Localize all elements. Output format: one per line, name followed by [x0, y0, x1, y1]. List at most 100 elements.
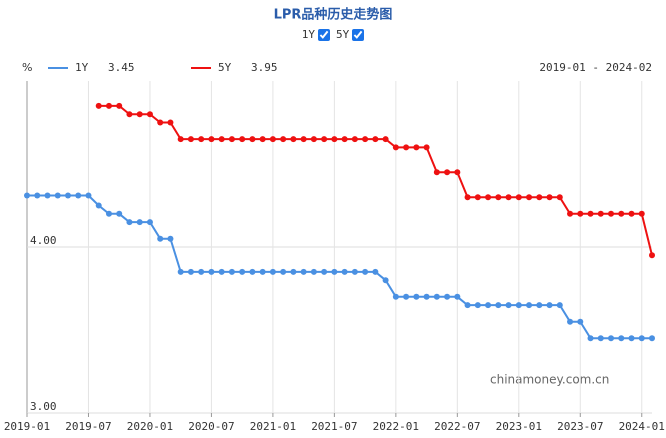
- data-point: [597, 210, 604, 217]
- x-tick-label: 2020-01: [127, 420, 173, 433]
- data-point: [228, 268, 235, 275]
- chart-title: LPR品种历史走势图: [274, 7, 393, 23]
- legend-label: 5Y: [218, 61, 232, 74]
- data-point: [198, 268, 205, 275]
- data-point: [321, 136, 328, 143]
- data-point: [105, 210, 112, 217]
- data-point: [269, 268, 276, 275]
- data-point: [167, 235, 174, 242]
- data-point: [464, 302, 471, 309]
- data-point: [362, 268, 369, 275]
- data-point: [259, 136, 266, 143]
- data-point: [331, 136, 338, 143]
- x-tick-label: 2020-07: [188, 420, 234, 433]
- data-point: [433, 293, 440, 300]
- data-point: [290, 136, 297, 143]
- date-range: 2019-01 - 2024-02: [539, 61, 652, 74]
- data-point: [454, 169, 461, 176]
- x-tick-label: 2023-01: [496, 420, 542, 433]
- x-tick-label: 2021-07: [311, 420, 357, 433]
- data-point: [146, 111, 153, 118]
- data-point: [638, 210, 645, 217]
- data-point: [505, 194, 512, 201]
- data-point: [116, 102, 123, 109]
- data-point: [536, 194, 543, 201]
- data-point: [105, 102, 112, 109]
- data-point: [403, 144, 410, 151]
- data-point: [495, 302, 502, 309]
- data-point: [310, 268, 317, 275]
- data-point: [24, 192, 30, 199]
- data-point: [54, 192, 61, 199]
- legend-value: 3.45: [108, 61, 135, 74]
- data-point: [577, 318, 584, 325]
- data-point: [300, 268, 307, 275]
- data-point: [95, 202, 102, 209]
- data-point: [146, 219, 153, 226]
- watermark: chinamoney.com.cn: [490, 373, 609, 387]
- y-unit: %: [22, 61, 32, 74]
- data-point: [423, 144, 430, 151]
- data-point: [567, 318, 574, 325]
- data-point: [280, 268, 287, 275]
- data-point: [341, 136, 348, 143]
- data-point: [218, 268, 225, 275]
- x-tick-label: 2022-01: [373, 420, 419, 433]
- toggle-checkbox[interactable]: [352, 29, 365, 41]
- data-point: [638, 335, 645, 342]
- x-tick-label: 2022-07: [434, 420, 480, 433]
- toggle-checkbox[interactable]: [318, 29, 330, 41]
- data-point: [269, 136, 276, 143]
- data-point: [85, 192, 92, 199]
- data-point: [228, 136, 235, 143]
- data-point: [444, 169, 451, 176]
- data-point: [300, 136, 307, 143]
- data-point: [239, 136, 246, 143]
- series-toggle[interactable]: 5Y: [336, 28, 365, 41]
- data-point: [485, 194, 492, 201]
- data-point: [413, 144, 420, 151]
- data-point: [526, 194, 533, 201]
- x-tick-label: 2019-07: [65, 420, 111, 433]
- series-line: [98, 104, 653, 256]
- data-point: [167, 119, 174, 126]
- data-point: [495, 194, 502, 201]
- data-point: [485, 302, 492, 309]
- data-point: [618, 210, 625, 217]
- data-point: [587, 210, 594, 217]
- data-point: [413, 293, 420, 300]
- data-point: [608, 210, 615, 217]
- x-tick-label: 2023-07: [557, 420, 603, 433]
- data-point: [187, 136, 194, 143]
- data-point: [382, 277, 389, 284]
- data-point: [403, 293, 410, 300]
- data-point: [546, 194, 553, 201]
- data-point: [187, 268, 194, 275]
- data-point: [382, 136, 389, 143]
- data-point: [372, 136, 379, 143]
- data-point: [444, 293, 451, 300]
- data-point: [310, 136, 317, 143]
- data-point: [515, 302, 522, 309]
- data-point: [280, 136, 287, 143]
- data-point: [423, 293, 430, 300]
- data-point: [126, 111, 133, 118]
- data-point: [628, 335, 635, 342]
- x-tick-label: 2019-01: [4, 420, 50, 433]
- toggle-label: 1Y: [301, 28, 315, 41]
- data-point: [392, 144, 399, 151]
- data-point: [362, 136, 369, 143]
- data-point: [75, 192, 82, 199]
- data-point: [290, 268, 297, 275]
- data-point: [218, 136, 225, 143]
- data-point: [351, 136, 358, 143]
- data-point: [597, 335, 604, 342]
- y-tick-label: 4.00: [30, 234, 57, 247]
- data-point: [536, 302, 543, 309]
- legend-value: 3.95: [251, 61, 278, 74]
- data-point: [474, 302, 481, 309]
- data-point: [157, 235, 164, 242]
- series-toggle[interactable]: 1Y: [302, 28, 330, 41]
